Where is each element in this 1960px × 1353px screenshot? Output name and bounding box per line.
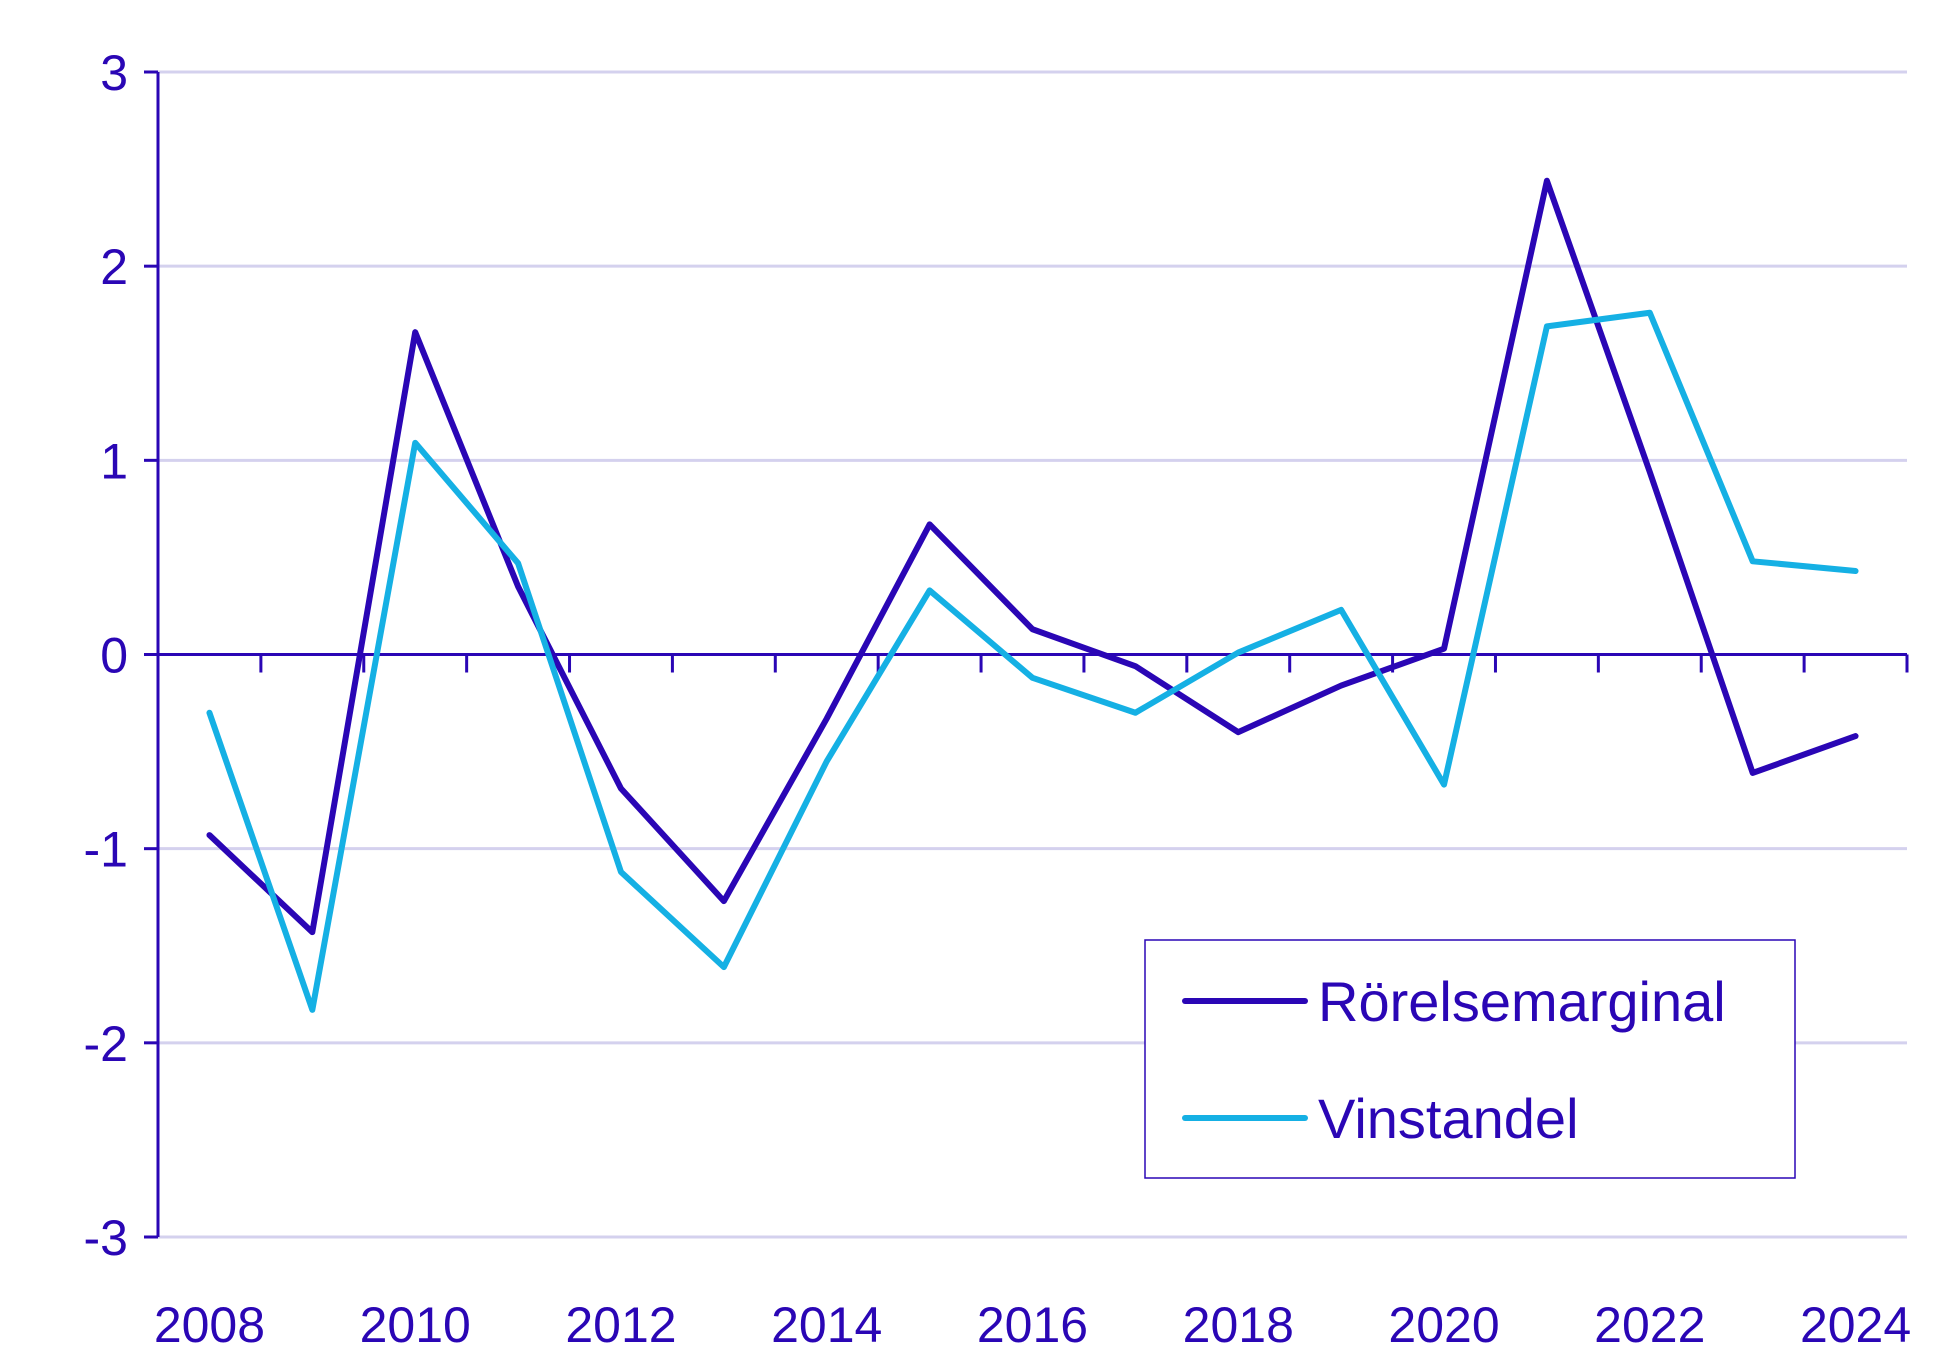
x-axis-tick-labels: 2008 2010 2012 2014 2016 2018 2020 2022 2024	[154, 1297, 1911, 1353]
legend-box	[1144, 939, 1796, 1179]
y-tick-label-1: 2	[100, 239, 128, 295]
y-tick-label-0: 3	[100, 45, 128, 101]
y-tick-label-3: 0	[100, 628, 128, 684]
series-line-0	[206, 177, 1859, 936]
legend: Rörelsemarginal Vinstandel	[1144, 939, 1796, 1179]
y-tick-label-5: -2	[84, 1016, 128, 1072]
x-tick-label-2018: 2018	[1183, 1297, 1294, 1353]
x-tick-label-2010: 2010	[360, 1297, 471, 1353]
x-tick-label-2016: 2016	[977, 1297, 1088, 1353]
x-tick-label-2008: 2008	[154, 1297, 265, 1353]
x-tick-label-2024: 2024	[1800, 1297, 1911, 1353]
series-lines	[206, 177, 1859, 1013]
series-line-1	[206, 309, 1859, 1013]
y-axis-tick-labels: 3 2 1 0 -1 -2 -3	[84, 45, 128, 1266]
y-tick-label-4: -1	[84, 822, 128, 878]
x-tick-label-2020: 2020	[1388, 1297, 1499, 1353]
x-tick-label-2014: 2014	[771, 1297, 882, 1353]
y-tick-label-2: 1	[100, 433, 128, 489]
x-tick-label-2022: 2022	[1594, 1297, 1705, 1353]
x-tick-label-2012: 2012	[565, 1297, 676, 1353]
legend-label-vinstandel: Vinstandel	[1318, 1087, 1579, 1150]
axes	[144, 70, 1909, 1239]
gridlines	[158, 70, 1907, 1239]
y-tick-label-6: -3	[84, 1210, 128, 1266]
legend-label-rorelsemarginal: Rörelsemarginal	[1318, 970, 1726, 1033]
